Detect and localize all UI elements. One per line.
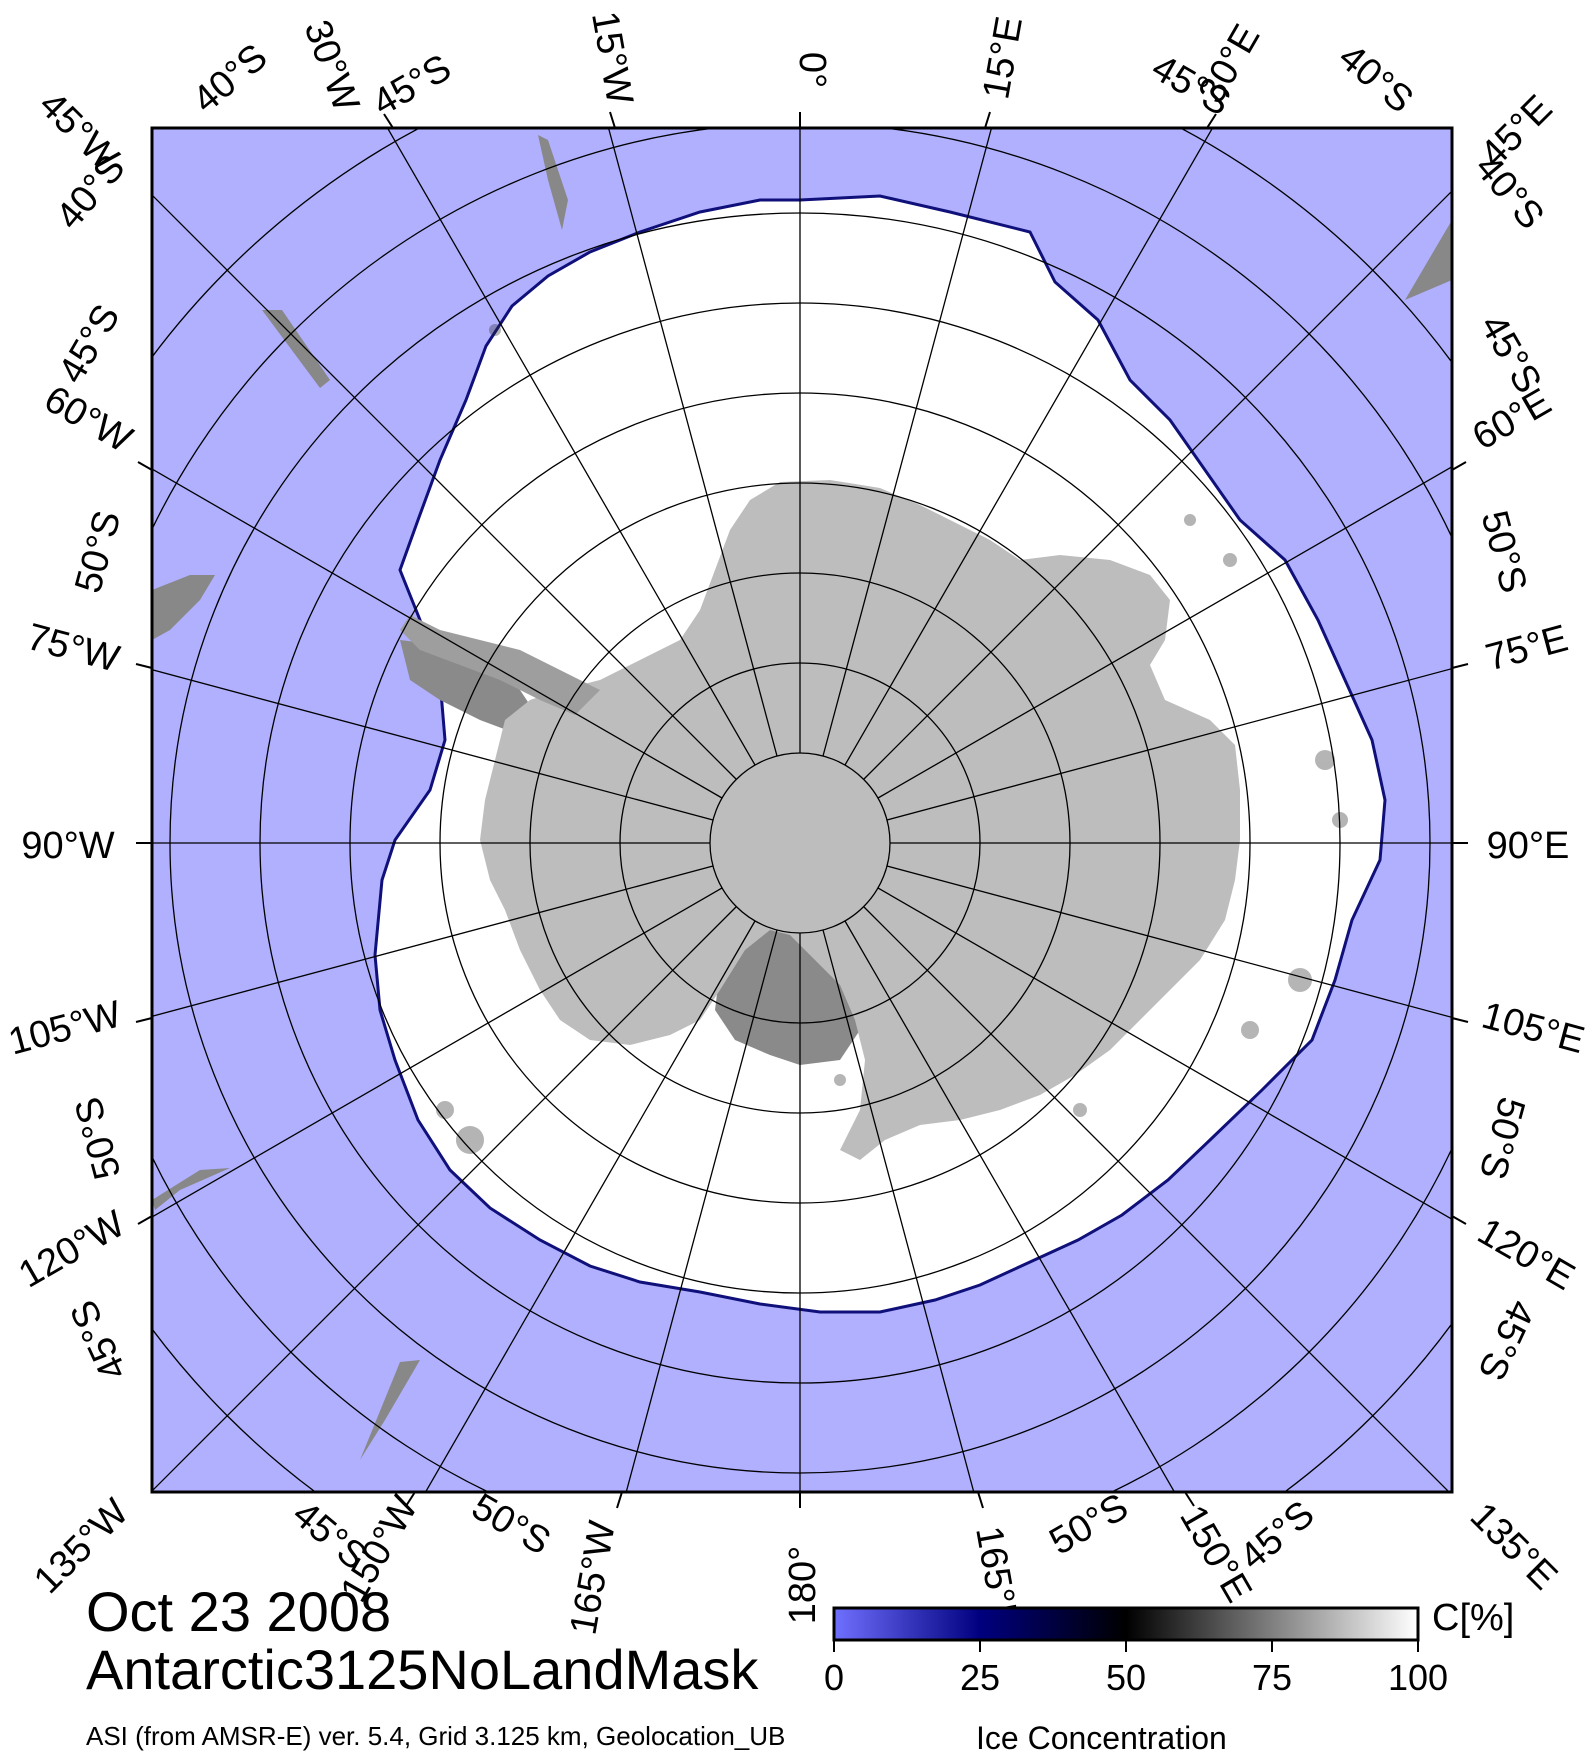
lat-label-right-0: 40°S	[1466, 147, 1551, 237]
colorbar-tick-25: 25	[959, 1657, 1001, 1698]
lat-label-bottom-1: 50°S	[465, 1486, 558, 1564]
antarctica-land	[480, 480, 1240, 1160]
lon-label-left-4: 105°W	[4, 993, 126, 1063]
lon-label-top-3: 15°E	[975, 13, 1031, 102]
lat-label-right-3: 50°S	[1471, 1093, 1533, 1184]
frame-ticks	[135, 111, 1469, 1509]
lon-label-right-2: 75°E	[1481, 617, 1572, 679]
lat-label-right-4: 45°S	[1469, 1294, 1542, 1387]
lat-label-left-0: 40°S	[48, 147, 133, 237]
lon-label-right-6: 135°E	[1462, 1495, 1565, 1598]
colorbar-title: Ice Concentration	[976, 1720, 1227, 1756]
lon-label-right-5: 120°E	[1470, 1210, 1581, 1298]
colorbar-tick-100: 100	[1387, 1657, 1449, 1698]
lon-label-left-2: 75°W	[23, 616, 124, 681]
lon-label-left-5: 120°W	[12, 1203, 132, 1297]
grid-name: Antarctic3125NoLandMask	[86, 1638, 759, 1701]
lat-label-right-2: 50°S	[1473, 506, 1535, 597]
colorbar-tick-50: 50	[1105, 1657, 1147, 1698]
data-gap-streak	[152, 1168, 230, 1210]
lat-label-left-2: 50°S	[67, 506, 129, 597]
lon-label-top-1: 15°W	[583, 8, 641, 107]
lat-label-bottom-2: 50°S	[1043, 1486, 1136, 1564]
data-gap-streak	[1405, 220, 1452, 300]
map-date: Oct 23 2008	[86, 1580, 392, 1643]
lat-label-top-0: 40°S	[185, 36, 275, 121]
data-source: ASI (from AMSR-E) ver. 5.4, Grid 3.125 k…	[86, 1721, 786, 1751]
colorbar-unit: C[%]	[1432, 1597, 1515, 1639]
lon-label-left-1: 60°W	[37, 378, 139, 461]
colorbar-ticks	[833, 1640, 1419, 1652]
lat-label-left-1: 45°S	[51, 298, 129, 391]
lon-label-top-0: 30°W	[296, 15, 367, 117]
ice-edge-texture	[436, 324, 1348, 1154]
lon-label-bottom-2: 180°	[782, 1546, 824, 1625]
data-gap-streak	[538, 135, 568, 230]
data-gap-streak	[360, 1360, 420, 1460]
lon-label-right-3: 90°E	[1487, 825, 1570, 867]
lat-label-left-4: 45°S	[63, 1294, 136, 1387]
map-frame	[150, 126, 1454, 1494]
lat-label-top-1: 45°S	[366, 47, 459, 125]
peninsula-shelf	[400, 640, 540, 735]
lon-label-right-4: 105°E	[1477, 995, 1588, 1062]
lon-label-bottom-1: 165°W	[563, 1518, 624, 1638]
lat-label-left-3: 50°S	[67, 1093, 129, 1184]
lat-label-top-3: 40°S	[1330, 36, 1420, 121]
colorbar	[832, 1606, 1420, 1642]
colorbar-tick-0: 0	[823, 1657, 845, 1698]
lon-label-top-2: 0°	[791, 52, 833, 88]
antarctic-peninsula	[400, 615, 600, 715]
colorbar-tick-75: 75	[1251, 1657, 1293, 1698]
data-gap-streak	[262, 310, 330, 388]
south-america-tip	[152, 575, 215, 640]
lon-label-left-3: 90°W	[21, 825, 114, 867]
